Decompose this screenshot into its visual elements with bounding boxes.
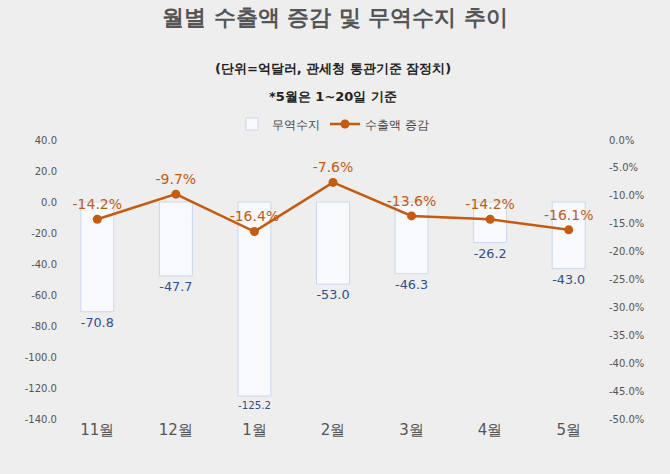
svg-text:-30.0%: -30.0%	[609, 302, 644, 313]
svg-text:-26.2: -26.2	[474, 246, 507, 261]
svg-text:0.0%: 0.0%	[609, 135, 634, 146]
svg-text:무역수지: 무역수지	[272, 118, 320, 132]
svg-text:-15.0%: -15.0%	[609, 218, 644, 229]
svg-text:-70.8: -70.8	[81, 315, 114, 330]
svg-text:-125.2: -125.2	[238, 400, 271, 411]
svg-text:-16.4%: -16.4%	[230, 208, 280, 224]
svg-text:월별 수출액 증감 및 무역수지 추이: 월별 수출액 증감 및 무역수지 추이	[162, 5, 508, 30]
svg-text:2월: 2월	[321, 421, 346, 439]
svg-text:-80.0: -80.0	[31, 321, 57, 332]
svg-text:(단위=억달러, 관세청 통관기준 잠정치): (단위=억달러, 관세청 통관기준 잠정치)	[215, 61, 451, 76]
svg-text:-20.0: -20.0	[31, 228, 57, 239]
svg-text:-140.0: -140.0	[25, 414, 57, 425]
svg-text:40.0: 40.0	[35, 135, 57, 146]
svg-text:-43.0: -43.0	[552, 272, 585, 287]
svg-text:-120.0: -120.0	[25, 383, 57, 394]
svg-text:-25.0%: -25.0%	[609, 274, 644, 285]
svg-text:-100.0: -100.0	[25, 352, 57, 363]
svg-text:-20.0%: -20.0%	[609, 246, 644, 257]
svg-text:*5월은 1~20일 기준: *5월은 1~20일 기준	[269, 89, 397, 104]
svg-text:-40.0: -40.0	[31, 259, 57, 270]
svg-text:20.0: 20.0	[35, 166, 57, 177]
svg-text:-50.0%: -50.0%	[609, 414, 644, 425]
svg-text:-7.6%: -7.6%	[313, 159, 354, 175]
svg-text:4월: 4월	[478, 421, 503, 439]
svg-text:수출액 증감: 수출액 증감	[365, 118, 429, 132]
svg-text:-5.0%: -5.0%	[609, 162, 638, 173]
svg-text:-16.1%: -16.1%	[544, 207, 594, 223]
svg-text:-9.7%: -9.7%	[156, 171, 197, 187]
svg-text:-46.3: -46.3	[395, 277, 428, 292]
svg-text:-47.7: -47.7	[159, 279, 192, 294]
svg-text:-14.2%: -14.2%	[465, 196, 515, 212]
svg-text:5월: 5월	[556, 421, 581, 439]
svg-text:-45.0%: -45.0%	[609, 386, 644, 397]
svg-text:-13.6%: -13.6%	[387, 193, 437, 209]
svg-text:-40.0%: -40.0%	[609, 358, 644, 369]
svg-text:-53.0: -53.0	[317, 287, 350, 302]
svg-text:11월: 11월	[80, 421, 114, 439]
svg-text:-10.0%: -10.0%	[609, 190, 644, 201]
svg-text:-14.2%: -14.2%	[73, 196, 123, 212]
svg-text:1월: 1월	[242, 421, 267, 439]
svg-text:0.0: 0.0	[41, 197, 57, 208]
svg-text:12월: 12월	[159, 421, 193, 439]
svg-text:-35.0%: -35.0%	[609, 330, 644, 341]
svg-text:3월: 3월	[399, 421, 424, 439]
svg-text:-60.0: -60.0	[31, 290, 57, 301]
